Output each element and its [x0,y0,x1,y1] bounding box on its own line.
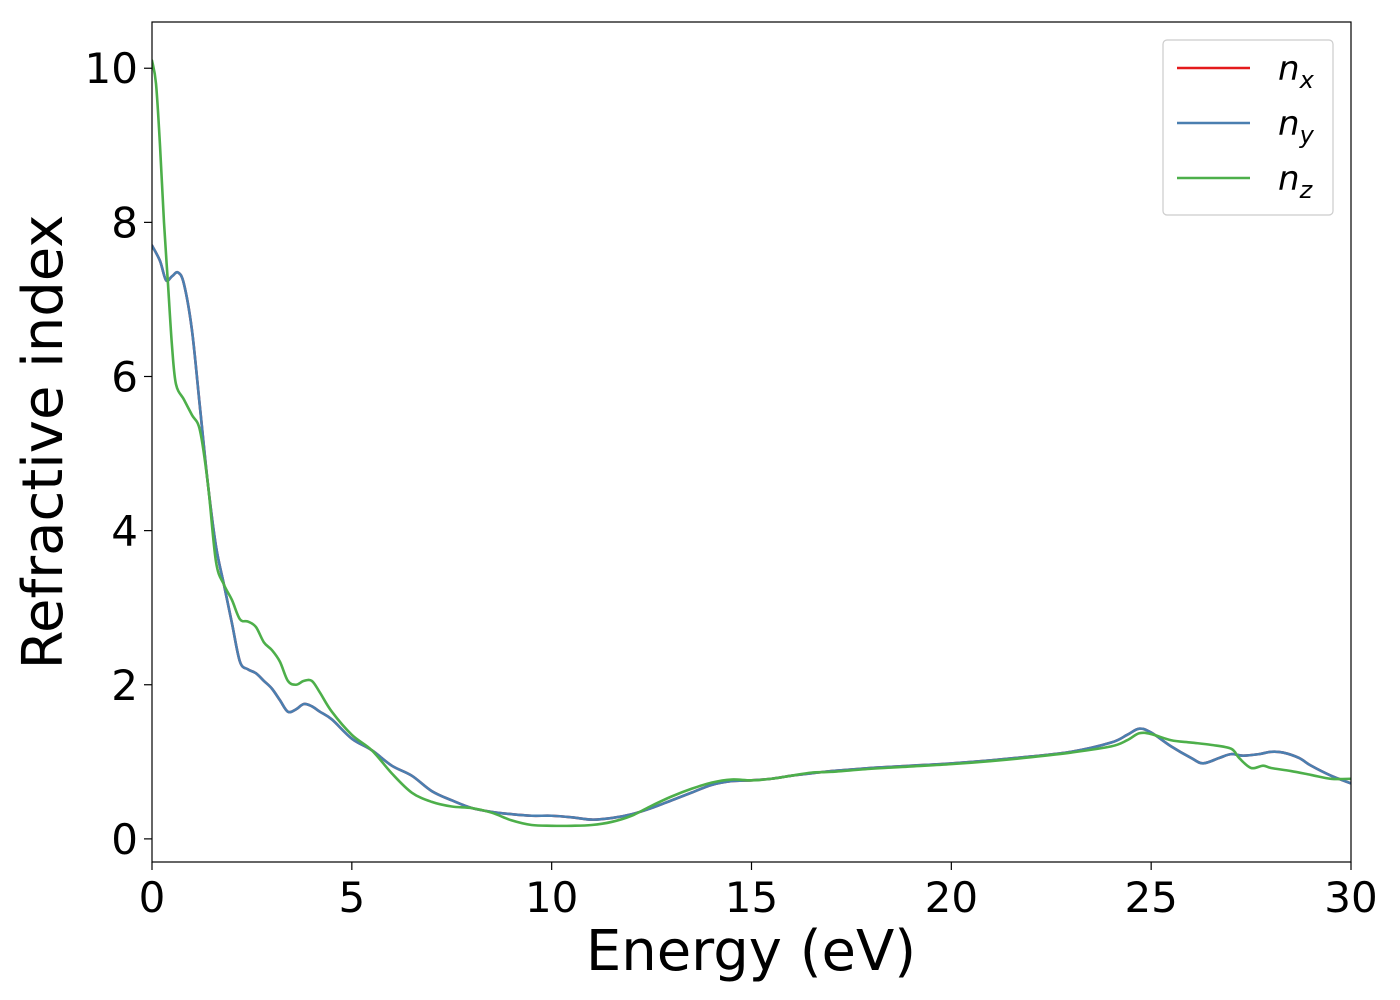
legend-box [1162,39,1334,216]
x-tick-label: 0 [139,873,166,922]
y-tick-label: 2 [111,661,138,710]
legend-entries: nx ny nz [1177,49,1315,204]
legend: nx ny nz [1162,39,1334,216]
y-axis-label: Refractive index [11,215,76,670]
x-tick-label: 5 [338,873,365,922]
y-tick-label: 8 [111,198,138,247]
x-tick-label: 10 [525,873,578,922]
y-tick-label: 4 [111,507,138,556]
x-tick-label: 20 [925,873,978,922]
x-axis-ticks: 0 5 10 15 20 25 30 [139,862,1378,922]
x-tick-label: 15 [725,873,778,922]
x-axis-label: Energy (eV) [586,919,916,984]
series-line-n-z [152,59,1351,828]
x-tick-label: 30 [1324,873,1377,922]
legend-label-n-x: nx [1278,49,1315,94]
legend-label-n-z: nz [1278,159,1314,204]
y-axis-ticks: 0 2 4 6 8 10 [85,44,152,864]
x-tick-label: 25 [1124,873,1177,922]
legend-label-n-y: ny [1278,104,1315,149]
y-tick-label: 6 [111,352,138,401]
y-tick-label: 0 [111,815,138,864]
y-tick-label: 10 [85,44,138,93]
series-line-n-y [152,244,1351,821]
series-layer [152,59,1351,828]
